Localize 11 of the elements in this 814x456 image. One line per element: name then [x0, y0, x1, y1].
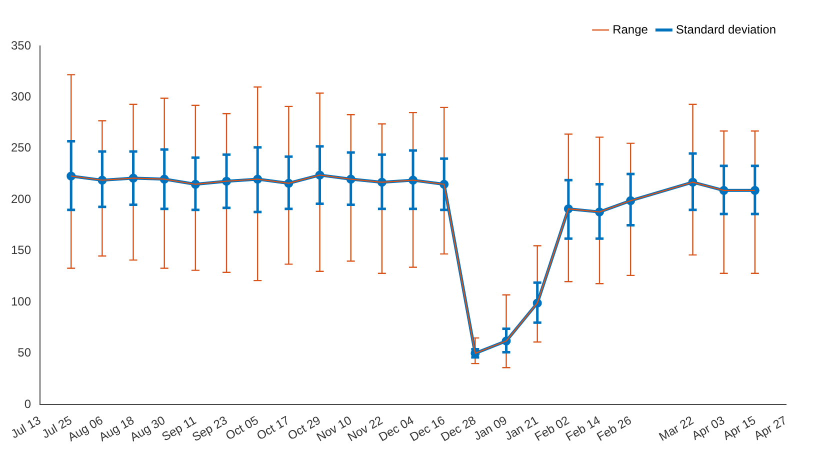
y-tick-label: 300	[10, 90, 32, 104]
y-tick-label: 200	[10, 192, 32, 206]
legend-label: Standard deviation	[676, 22, 776, 36]
y-tick-label: 350	[10, 38, 32, 52]
x-tick-label: Jul 13	[8, 412, 44, 442]
y-tick-label: 250	[10, 140, 32, 155]
y-tick-label: 50	[18, 346, 32, 360]
y-tick-label: 150	[10, 243, 32, 258]
y-tick-label: 0	[24, 396, 32, 411]
legend-label: Range	[612, 22, 648, 36]
y-tick-label: 100	[10, 294, 32, 308]
